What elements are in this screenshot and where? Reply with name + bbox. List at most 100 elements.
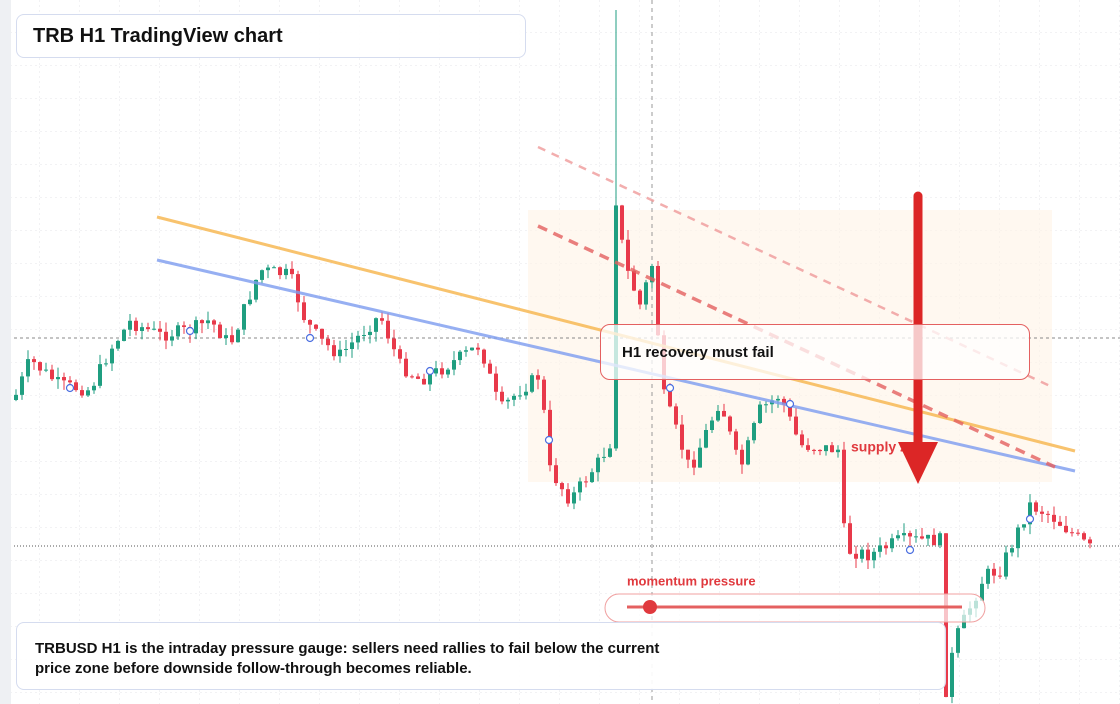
candle xyxy=(758,404,762,424)
candle xyxy=(734,431,738,450)
candle xyxy=(92,385,96,391)
candle xyxy=(578,481,582,493)
candle xyxy=(128,320,132,330)
candle xyxy=(266,267,270,271)
candle xyxy=(104,363,108,365)
candle xyxy=(350,342,354,349)
candle xyxy=(716,410,720,421)
candle xyxy=(122,329,126,341)
marker xyxy=(665,383,675,393)
candle xyxy=(1022,524,1026,528)
candle xyxy=(1016,527,1020,549)
candle xyxy=(668,389,672,407)
candle xyxy=(1004,552,1008,577)
candle xyxy=(218,324,222,339)
candle xyxy=(908,533,912,537)
candle xyxy=(956,628,960,653)
candle xyxy=(440,368,444,375)
candle xyxy=(932,534,936,546)
candle xyxy=(986,568,990,584)
candle xyxy=(656,265,660,336)
candle xyxy=(320,328,324,339)
candle xyxy=(824,445,828,452)
candle xyxy=(290,268,294,275)
candle xyxy=(536,375,540,380)
candle xyxy=(404,358,408,377)
candle xyxy=(938,533,942,546)
footer-note: TRBUSD H1 is the intraday pressure gauge… xyxy=(16,622,946,690)
candle xyxy=(542,379,546,410)
candle xyxy=(326,338,330,346)
candle xyxy=(1082,533,1086,540)
candle xyxy=(374,318,378,332)
candle xyxy=(38,362,42,371)
candle xyxy=(140,327,144,331)
candle xyxy=(1010,548,1014,553)
candle xyxy=(416,376,420,379)
candle xyxy=(20,376,24,395)
candle xyxy=(920,536,924,539)
markers xyxy=(65,326,1035,555)
candle xyxy=(344,348,348,350)
candle xyxy=(506,399,510,402)
candle xyxy=(830,445,834,453)
candle xyxy=(278,267,282,276)
candle xyxy=(1076,532,1080,534)
candle xyxy=(584,481,588,483)
candle xyxy=(866,549,870,561)
candle xyxy=(686,449,690,460)
candle xyxy=(476,347,480,350)
candle xyxy=(848,523,852,554)
candle xyxy=(206,320,210,324)
candle xyxy=(254,279,258,300)
candle xyxy=(620,205,624,240)
candle xyxy=(86,390,90,396)
candle xyxy=(980,583,984,601)
candle xyxy=(152,328,156,330)
candle xyxy=(386,320,390,339)
candle xyxy=(356,335,360,343)
candle xyxy=(170,336,174,341)
candle xyxy=(776,398,780,401)
candle xyxy=(896,535,900,539)
marker xyxy=(65,383,75,393)
candle xyxy=(818,449,822,452)
candle xyxy=(638,290,642,305)
marker xyxy=(905,545,915,555)
candle xyxy=(182,325,186,328)
candle xyxy=(248,299,252,305)
candle xyxy=(410,376,414,378)
candle xyxy=(44,369,48,371)
candle xyxy=(482,349,486,364)
candle xyxy=(1046,513,1050,515)
candle xyxy=(998,575,1002,577)
marker xyxy=(544,435,554,445)
candle xyxy=(332,345,336,357)
candle xyxy=(494,373,498,392)
candle xyxy=(608,448,612,457)
candle xyxy=(644,282,648,305)
candle xyxy=(794,416,798,435)
candle xyxy=(80,390,84,396)
marker xyxy=(185,326,195,336)
candle xyxy=(62,377,66,381)
candle xyxy=(710,420,714,431)
candle xyxy=(728,416,732,432)
candle xyxy=(842,449,846,524)
candle xyxy=(134,320,138,331)
candle xyxy=(14,394,18,400)
candle xyxy=(722,410,726,417)
candle xyxy=(422,378,426,385)
candle xyxy=(32,359,36,363)
candle xyxy=(500,391,504,402)
callout: H1 recovery must fail xyxy=(600,324,1030,380)
candle xyxy=(116,340,120,349)
candle xyxy=(1088,539,1092,544)
gauge-knob xyxy=(643,600,657,614)
candle xyxy=(194,320,198,334)
candle xyxy=(854,553,858,559)
candle xyxy=(632,270,636,291)
candle xyxy=(164,331,168,341)
candle xyxy=(530,375,534,392)
